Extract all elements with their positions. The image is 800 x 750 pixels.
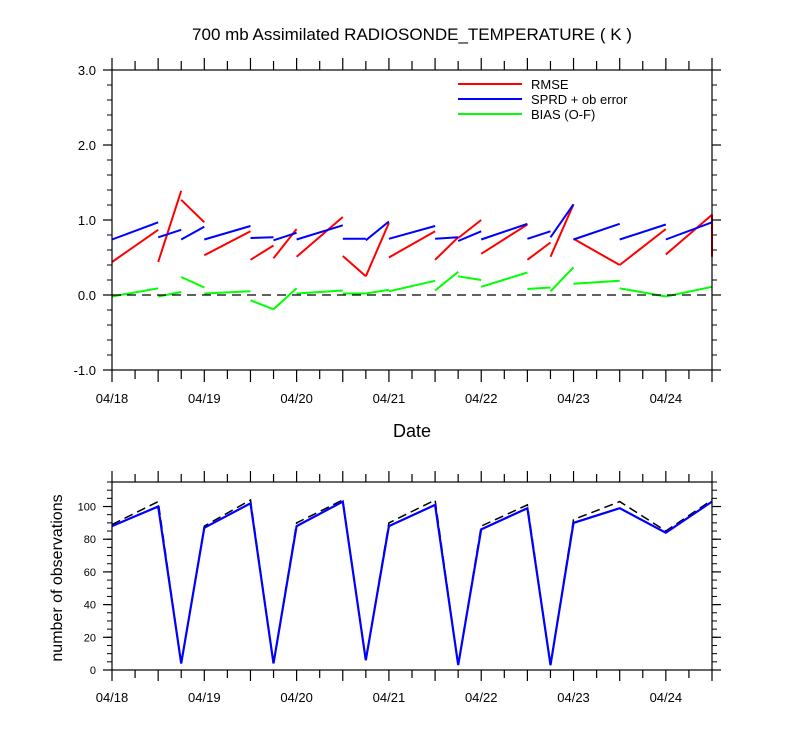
sprd-ob-error-segment-17	[665, 221, 713, 241]
sprd-ob-error-segment-16	[619, 223, 667, 241]
x-tick-label: 04/22	[465, 690, 498, 705]
bias-o-f-segment-12	[480, 271, 528, 288]
series-rmse	[111, 190, 713, 278]
x-tick-label: 04/21	[373, 391, 406, 406]
top-x-tick-labels: 04/18 04/19 04/20 04/21 04/22 04/23 04/24	[96, 391, 682, 406]
sprd-ob-error-segment-15	[573, 222, 621, 241]
x-tick-label: 04/24	[650, 690, 683, 705]
sprd-ob-error-segment-10	[435, 236, 459, 240]
rmse-segment-3	[203, 230, 251, 257]
bias-o-f-segment-4	[250, 299, 274, 311]
top-axis-ticks	[103, 58, 721, 382]
bias-o-f-segment-15	[573, 279, 620, 285]
rmse-segment-10	[434, 236, 459, 261]
sprd-ob-error-segment-3	[204, 225, 251, 241]
top-chart: -1.00.01.02.03.0 04/18 04/19 04/20 04/21 04/…	[74, 58, 721, 441]
bias-o-f-segment-6	[296, 289, 343, 295]
observations-used-line	[111, 499, 713, 666]
sprd-ob-error-segment-14	[549, 203, 575, 238]
x-tick-label: 04/18	[96, 690, 129, 705]
rmse-segment-13	[526, 241, 552, 261]
bias-o-f-segment-11	[458, 275, 482, 281]
y-tick-label: 40	[84, 600, 96, 612]
x-tick-label: 04/23	[557, 391, 590, 406]
rmse-segment-8	[364, 222, 390, 277]
rmse-segment-9	[388, 230, 436, 259]
series-bias-o-f	[111, 266, 713, 311]
y-tick-label: 20	[84, 632, 96, 644]
rmse-segment-7	[342, 255, 367, 278]
bias-o-f-segment-3	[204, 290, 251, 295]
y-tick-label: 80	[84, 534, 96, 546]
rmse-segment-0	[111, 228, 159, 263]
bias-o-f-segment-9	[388, 279, 436, 293]
top-plot-series	[111, 190, 713, 311]
y-tick-label: 0	[90, 665, 96, 677]
legend-label: RMSE	[531, 77, 569, 92]
bias-o-f-segment-10	[434, 271, 459, 292]
legend-label: BIAS (O-F)	[531, 107, 595, 122]
y-tick-label: 60	[84, 567, 96, 579]
top-y-tick-labels: -1.0 0.0 1.0 2.0 3.0	[74, 63, 96, 378]
legend-label: SPRD + ob error	[531, 92, 628, 107]
bottom-x-tick-labels: 04/18 04/19 04/20 04/21 04/22 04/23 04/24	[96, 690, 682, 705]
y-tick-label: 0.0	[78, 288, 96, 303]
sprd-ob-error-segment-11	[457, 230, 482, 242]
x-tick-label: 04/19	[188, 690, 221, 705]
rmse-segment-16	[619, 228, 667, 266]
bias-o-f-segment-8	[365, 288, 390, 295]
sprd-ob-error-segment-4	[250, 236, 274, 239]
x-tick-label: 04/19	[188, 391, 221, 406]
sprd-ob-error-segment-2	[180, 225, 205, 241]
bias-o-f-segment-5	[272, 287, 298, 311]
sprd-ob-error-segment-5	[273, 231, 297, 242]
x-tick-label: 04/23	[557, 690, 590, 705]
rmse-segment-1	[157, 190, 183, 263]
x-tick-label: 04/18	[96, 391, 129, 406]
observations-dashed-line	[111, 498, 713, 666]
bottom-plot-series	[111, 498, 713, 666]
bottom-y-tick-labels: 0 20 40 60 80 100	[78, 502, 96, 677]
rmse-segment-17	[665, 213, 713, 256]
sprd-ob-error-segment-0	[111, 221, 159, 241]
x-tick-label: 04/22	[465, 391, 498, 406]
bias-o-f-segment-13	[527, 286, 551, 290]
sprd-ob-error-segment-1	[157, 228, 182, 239]
sprd-ob-error-segment-9	[388, 225, 436, 240]
y-tick-label: 3.0	[78, 63, 96, 78]
sprd-ob-error-segment-8	[365, 220, 390, 242]
x-tick-label: 04/20	[280, 690, 313, 705]
sprd-ob-error-segment-13	[527, 230, 551, 240]
top-x-axis-label: Date	[393, 421, 431, 441]
bias-o-f-segment-2	[180, 276, 205, 289]
bias-o-f-segment-14	[549, 266, 575, 292]
y-tick-label: 1.0	[78, 213, 96, 228]
rmse-segment-12	[480, 223, 528, 255]
rmse-segment-15	[573, 237, 621, 266]
bias-o-f-segment-1	[158, 291, 182, 298]
rmse-segment-11	[457, 219, 482, 239]
sprd-ob-error-segment-12	[480, 222, 528, 241]
y-tick-label: 100	[78, 502, 96, 514]
series-sprd-ob-error	[111, 203, 713, 242]
rmse-segment-14	[549, 203, 575, 258]
sprd-ob-error-segment-6	[296, 224, 344, 241]
x-tick-label: 04/20	[280, 391, 313, 406]
x-tick-label: 04/24	[650, 391, 683, 406]
bottom-y-axis-label: number of observations	[49, 494, 66, 661]
rmse-segment-6	[295, 216, 344, 258]
x-tick-label: 04/21	[373, 690, 406, 705]
bottom-axis-ticks	[103, 471, 721, 681]
chart-title: 700 mb Assimilated RADIOSONDE_TEMPERATUR…	[192, 25, 632, 44]
rmse-segment-2	[180, 199, 205, 224]
y-tick-label: 2.0	[78, 138, 96, 153]
y-tick-label: -1.0	[74, 363, 96, 378]
rmse-segment-4	[249, 244, 275, 261]
